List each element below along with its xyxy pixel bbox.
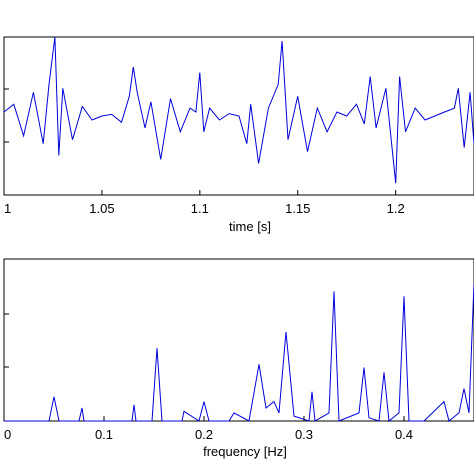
time-x-tick-label: 1.2 [387, 201, 405, 216]
time-x-tick-label: 1.15 [285, 201, 310, 216]
time-x-tick-label: 1 [4, 201, 11, 216]
frequency-x-tick-label: 0.1 [95, 427, 113, 442]
time-plot-frame [3, 36, 474, 196]
frequency-x-tick-label: 0.3 [295, 427, 313, 442]
frequency-x-ticks: 0 0.1 0.2 0.3 0.4 [3, 416, 413, 442]
frequency-x-axis-label: frequency [Hz] [203, 444, 287, 459]
time-plot: 1 1.05 1.1 1.15 1.2 time [s] [3, 36, 474, 234]
time-x-axis-label: time [s] [229, 219, 271, 234]
frequency-x-tick-label: 0.2 [195, 427, 213, 442]
frequency-x-tick-label: 0 [4, 427, 11, 442]
spectrum-line [4, 283, 474, 422]
time-series-line [3, 36, 474, 184]
frequency-plot-frame [3, 258, 474, 422]
frequency-x-tick-label: 0.4 [395, 427, 413, 442]
time-x-tick-label: 1.1 [191, 201, 209, 216]
frequency-plot: 0 0.1 0.2 0.3 0.4 frequency [Hz] [3, 258, 474, 459]
time-x-tick-label: 1.05 [89, 201, 114, 216]
time-x-ticks: 1 1.05 1.1 1.15 1.2 [3, 190, 405, 216]
